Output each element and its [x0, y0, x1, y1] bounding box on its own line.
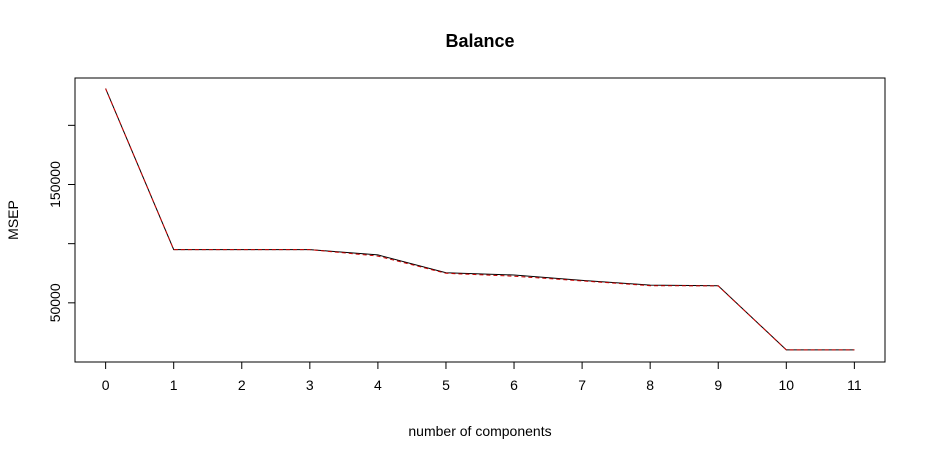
x-tick-label: 4	[374, 377, 382, 393]
y-tick-label: 150000	[47, 161, 63, 208]
chart-title: Balance	[445, 31, 514, 51]
x-tick-label: 8	[646, 377, 654, 393]
series-layer	[105, 88, 855, 351]
x-tick-label: 11	[847, 377, 862, 393]
x-tick-label: 0	[102, 377, 110, 393]
y-axis: 50000 150000	[47, 124, 75, 322]
x-tick-label: 2	[238, 377, 246, 393]
series-line-1	[105, 88, 855, 351]
plot-frame	[74, 77, 886, 363]
series-line-2	[105, 88, 855, 351]
x-tick-label: 6	[510, 377, 518, 393]
x-axis: 0 1 2 3 4 5 6 7 8 9 10 11	[102, 362, 862, 393]
y-axis-label: MSEP	[5, 200, 21, 240]
x-tick-label: 5	[442, 377, 450, 393]
x-tick-label: 9	[714, 377, 722, 393]
x-tick-label: 1	[170, 377, 178, 393]
x-axis-label: number of components	[408, 423, 551, 439]
x-tick-label: 3	[306, 377, 314, 393]
x-tick-label: 10	[779, 377, 795, 393]
x-tick-label: 7	[578, 377, 586, 393]
y-tick-label: 50000	[47, 283, 63, 322]
